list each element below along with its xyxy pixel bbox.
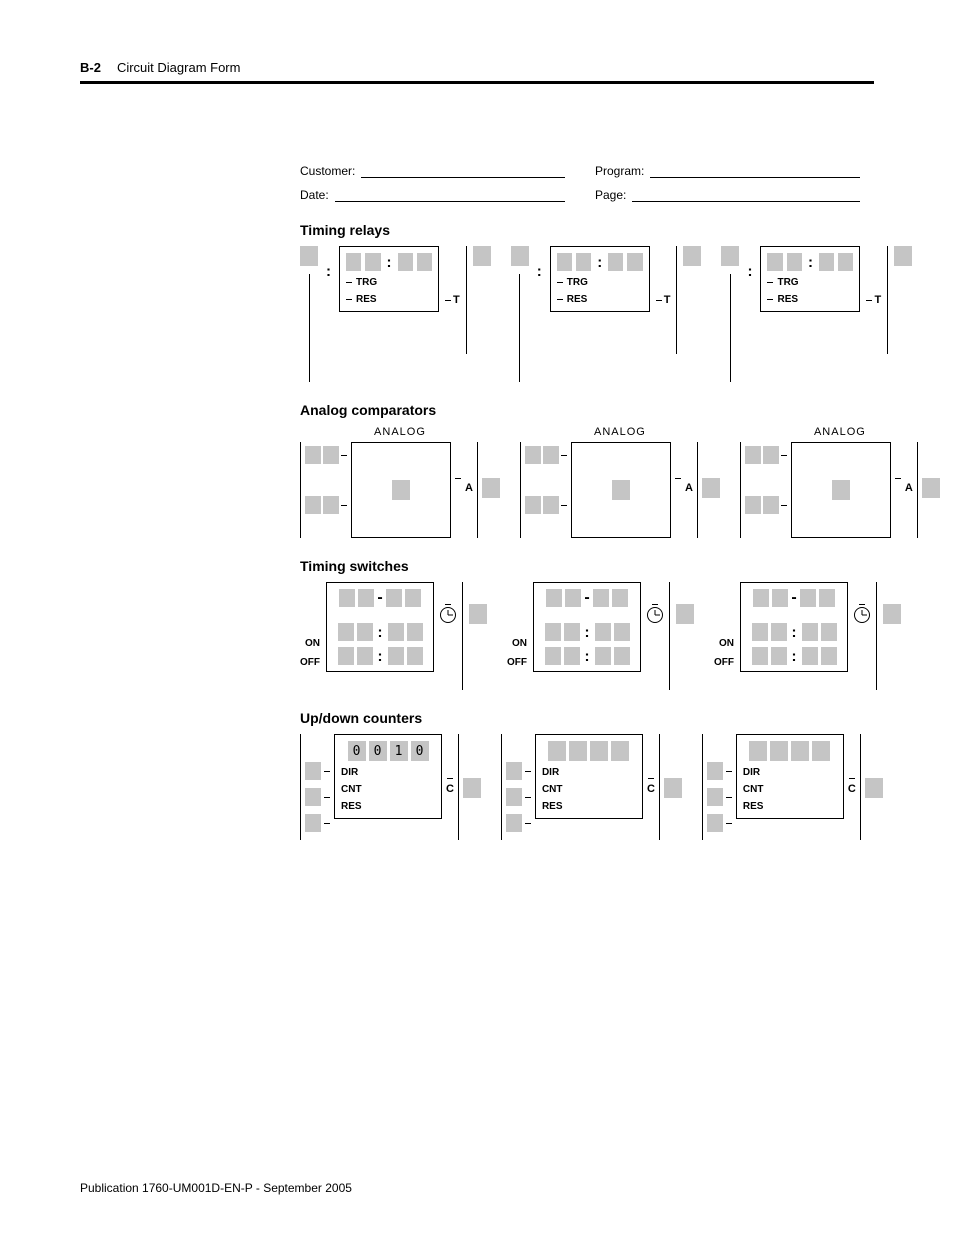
- gray-box: [511, 246, 529, 266]
- on-label: ON: [714, 638, 734, 649]
- res-label: RES: [567, 294, 588, 305]
- header-title: Circuit Diagram Form: [117, 60, 241, 75]
- preset-digit: 0: [369, 741, 387, 761]
- c-output-label: C: [848, 783, 856, 795]
- t-output-label: T: [453, 294, 460, 306]
- program-label: Program:: [595, 164, 644, 178]
- a-output-label: A: [905, 482, 913, 494]
- footer-publication: Publication 1760-UM001D-EN-P - September…: [80, 1181, 352, 1195]
- off-label: OFF: [507, 657, 527, 668]
- gray-box: [365, 253, 380, 271]
- trg-label: TRG: [567, 277, 588, 288]
- preset-digit: 0: [411, 741, 429, 761]
- clock-icon: [440, 607, 456, 623]
- on-label: ON: [300, 638, 320, 649]
- header-rule: [80, 81, 874, 84]
- customer-label: Customer:: [300, 164, 355, 178]
- section-analog-title: Analog comparators: [300, 402, 860, 418]
- updown-box: 0 0 1 0 DIR CNT RES: [334, 734, 442, 819]
- res-label: RES: [542, 801, 563, 812]
- colon: :: [385, 255, 394, 270]
- vbar: [309, 274, 310, 382]
- timing-relay-unit: : : TRG RES T: [721, 246, 912, 382]
- updown-unit: 0 0 1 0 DIR CNT RES C: [300, 734, 481, 840]
- program-field-line[interactable]: [650, 166, 860, 178]
- gray-box: [300, 246, 318, 266]
- trg-label: TRG: [777, 277, 798, 288]
- timing-relay-unit: : : TRG RES T: [511, 246, 702, 382]
- vbar: [519, 274, 520, 382]
- t-output-label: T: [664, 294, 671, 306]
- timing-switch-unit: ON OFF - : :: [300, 582, 487, 690]
- analog-sub-label: ANALOG: [374, 426, 426, 438]
- a-output-label: A: [465, 482, 473, 494]
- timing-relay-unit: : : TRG RES T: [300, 246, 491, 382]
- cnt-label: CNT: [341, 784, 362, 795]
- section-timing-switches-title: Timing switches: [300, 558, 860, 574]
- section-updown-title: Up/down counters: [300, 710, 860, 726]
- date-label: Date:: [300, 188, 329, 202]
- gray-box: [346, 253, 361, 271]
- res-label: RES: [341, 801, 362, 812]
- timing-relay-box: : TRG RES: [339, 246, 439, 312]
- on-label: ON: [507, 638, 527, 649]
- vbar: [466, 246, 467, 354]
- dir-label: DIR: [341, 767, 358, 778]
- c-output-label: C: [446, 783, 454, 795]
- gray-box: [417, 253, 432, 271]
- page-field-line[interactable]: [632, 190, 860, 202]
- cnt-label: CNT: [542, 784, 563, 795]
- analog-sub-label: ANALOG: [594, 426, 646, 438]
- analog-box: [351, 442, 451, 538]
- customer-field-line[interactable]: [361, 166, 565, 178]
- date-field-line[interactable]: [335, 190, 565, 202]
- clock-icon: [647, 607, 663, 623]
- analog-row: ANALOG A ANALOG: [300, 426, 860, 538]
- trg-label: TRG: [356, 277, 377, 288]
- gray-box: [473, 246, 491, 266]
- dir-label: DIR: [542, 767, 559, 778]
- timing-switches-row: ON OFF - : : ON OFF -: [300, 582, 860, 690]
- colon: :: [324, 264, 333, 279]
- dir-label: DIR: [743, 767, 760, 778]
- preset-digit: 0: [348, 741, 366, 761]
- page-label: Page:: [595, 188, 626, 202]
- header-page-number: B-2: [80, 60, 101, 75]
- t-output-label: T: [874, 294, 881, 306]
- analog-sub-label: ANALOG: [814, 426, 866, 438]
- res-label: RES: [356, 294, 377, 305]
- a-output-label: A: [685, 482, 693, 494]
- c-output-label: C: [647, 783, 655, 795]
- analog-unit: ANALOG A: [300, 426, 500, 538]
- res-label: RES: [777, 294, 798, 305]
- colon: :: [535, 264, 544, 279]
- off-label: OFF: [300, 657, 320, 668]
- updown-row: 0 0 1 0 DIR CNT RES C: [300, 734, 860, 840]
- timing-relays-row: : : TRG RES T: [300, 246, 860, 382]
- gray-box: [398, 253, 413, 271]
- preset-digit: 1: [390, 741, 408, 761]
- section-timing-relays-title: Timing relays: [300, 222, 860, 238]
- timing-switch-box: - : :: [326, 582, 434, 672]
- off-label: OFF: [714, 657, 734, 668]
- cnt-label: CNT: [743, 784, 764, 795]
- clock-icon: [854, 607, 870, 623]
- res-label: RES: [743, 801, 764, 812]
